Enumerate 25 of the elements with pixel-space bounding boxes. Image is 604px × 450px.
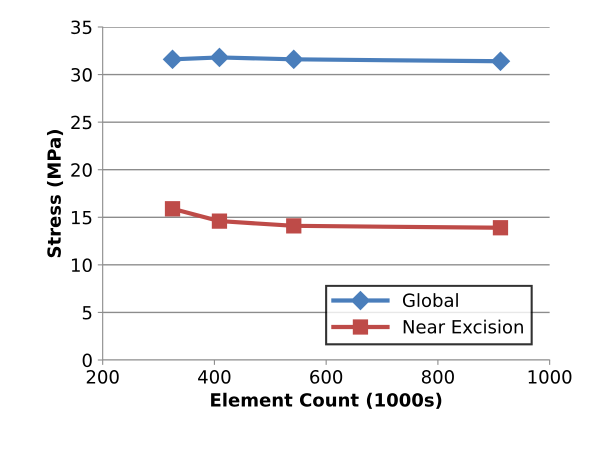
x-tick-label: 600: [310, 370, 342, 384]
legend-label: Global: [402, 293, 458, 308]
point: [164, 201, 180, 216]
x-tick-label: 1000: [528, 370, 572, 384]
point: [284, 50, 304, 69]
x-tick-label: 800: [422, 370, 454, 384]
point: [286, 218, 302, 234]
y-tick-label: 5: [82, 306, 92, 320]
y-tick-label: 35: [71, 20, 92, 34]
x-axis-title: Element Count (1000s): [211, 392, 442, 409]
point: [162, 50, 182, 69]
y-axis-title: Stress (MPa): [46, 130, 64, 258]
legend-label: Near Excision: [404, 320, 523, 334]
y-tick-label: 30: [71, 68, 92, 82]
point: [492, 220, 508, 236]
x-tick-label: 200: [86, 370, 119, 384]
y-tick-label: 25: [71, 116, 92, 130]
y-tick-label: 10: [72, 258, 92, 272]
y-tick-label: 15: [72, 210, 92, 224]
x-tick-label: 400: [198, 370, 230, 384]
y-tick-label: 20: [71, 163, 92, 177]
point: [490, 52, 510, 71]
point: [212, 213, 228, 229]
point: [210, 48, 229, 67]
y-tick-label: 0: [82, 353, 92, 368]
